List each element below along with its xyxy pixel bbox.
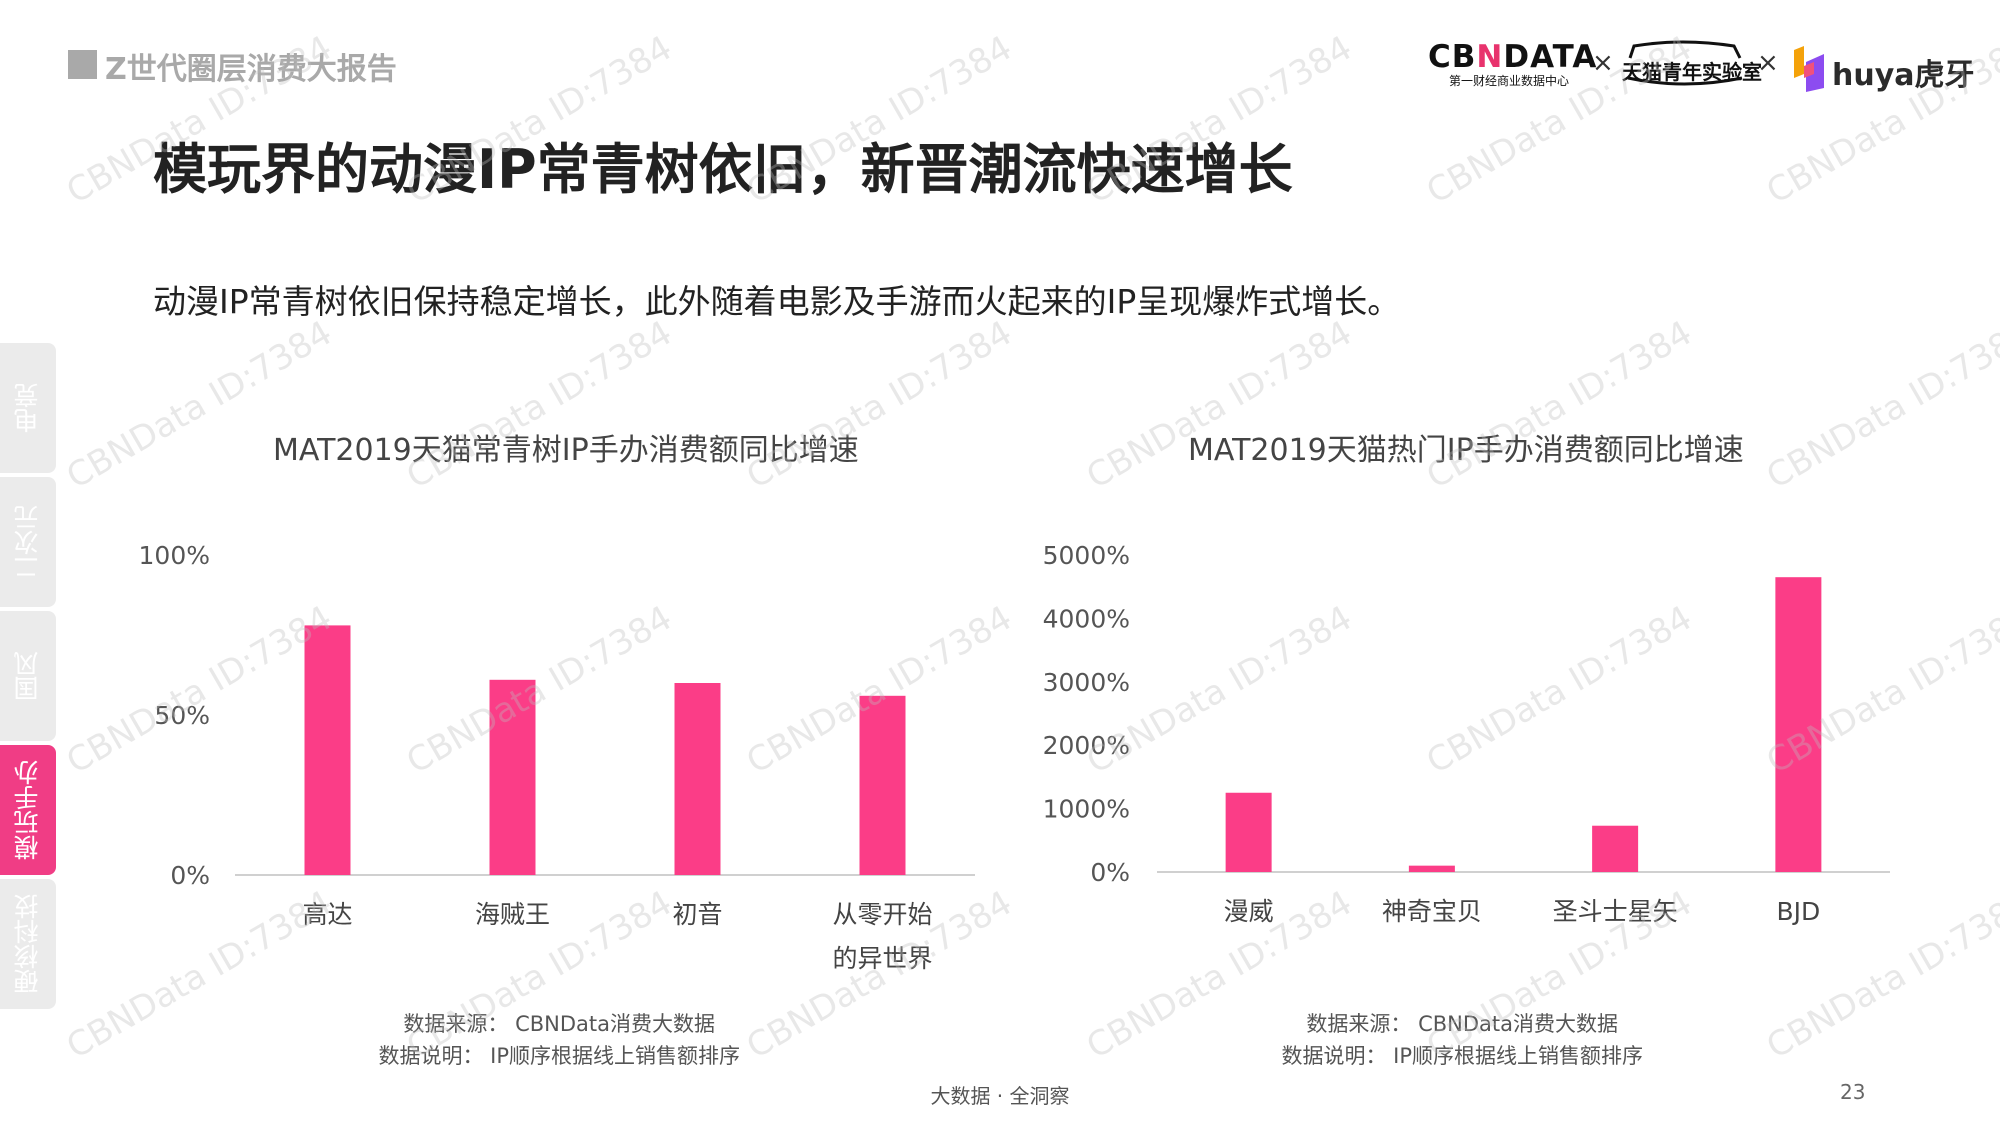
y-tick-label: 50% xyxy=(154,701,210,730)
x-category-label: 神奇宝贝 xyxy=(1382,897,1482,926)
y-tick-label: 2000% xyxy=(1043,731,1130,760)
y-tick-label: 5000% xyxy=(1043,541,1130,570)
x-category-label: 初音 xyxy=(672,900,722,929)
side-tab-guofeng[interactable]: 国风 xyxy=(0,611,56,741)
watermark-text: CBNData ID:7384 xyxy=(1080,313,1359,497)
watermark-text: CBNData ID:7384 xyxy=(1760,313,2000,497)
y-tick-label: 3000% xyxy=(1043,668,1130,697)
tmall-lab-logo: 天猫青年实验室 xyxy=(1622,38,1762,92)
y-tick-label: 0% xyxy=(170,861,210,890)
x-category-label: 海贼王 xyxy=(475,900,550,929)
watermark-text: CBNData ID:7384 xyxy=(740,313,1019,497)
watermark-text: CBNData ID:7384 xyxy=(60,313,339,497)
watermark-text: CBNData ID:7384 xyxy=(400,313,679,497)
huya-mark-icon xyxy=(1794,46,1824,92)
times-icon: × xyxy=(1592,48,1614,78)
bar xyxy=(1775,577,1822,872)
times-icon-2: × xyxy=(1757,48,1779,78)
bar xyxy=(859,695,906,875)
x-category-label: BJD xyxy=(1776,897,1820,926)
x-category-label: 的异世界 xyxy=(832,944,932,973)
side-tab-acg[interactable]: 二次元 xyxy=(0,477,56,607)
bar xyxy=(674,683,721,875)
side-tab-esports[interactable]: 电竞 xyxy=(0,343,56,473)
bar xyxy=(304,625,351,875)
left-note-explain: 数据说明： IP顺序根据线上销售额排序 xyxy=(378,1044,740,1068)
bar xyxy=(1408,865,1455,872)
left-note-source: 数据来源： CBNData消费大数据 xyxy=(403,1012,715,1036)
side-tab-figures[interactable]: 模玩手办 xyxy=(0,745,56,875)
y-tick-label: 100% xyxy=(139,541,210,570)
chart-right-title: MAT2019天猫热门IP手办消费额同比增速 xyxy=(1188,433,1744,468)
header-square xyxy=(68,50,97,79)
chart-left-title: MAT2019天猫常青树IP手办消费额同比增速 xyxy=(273,433,859,468)
x-category-label: 高达 xyxy=(302,900,352,929)
cbndata-logo-sub: 第一财经商业数据中心 xyxy=(1448,74,1569,88)
watermark-text: CBNData ID:7384 xyxy=(1420,313,1699,497)
bar xyxy=(1225,792,1272,872)
cbndata-logo: CBNDATA 第一财经商业数据中心 xyxy=(1428,39,1598,88)
x-category-label: 从零开始 xyxy=(832,900,932,929)
right-note-explain: 数据说明： IP顺序根据线上销售额排序 xyxy=(1281,1044,1643,1068)
bar xyxy=(1592,825,1639,872)
page-title: 模玩界的动漫IP常青树依旧，新晋潮流快速增长 xyxy=(153,138,1293,201)
y-tick-label: 0% xyxy=(1090,858,1130,887)
x-category-label: 圣斗士星矢 xyxy=(1553,897,1678,926)
tmall-cat-outline-icon xyxy=(1627,40,1743,86)
side-tab-hardcore-tech[interactable]: 硬核科技 xyxy=(0,879,56,1009)
y-tick-label: 4000% xyxy=(1043,604,1130,633)
x-category-label: 漫威 xyxy=(1224,897,1274,926)
chart-right: 0% 1000% 2000% 3000% 4000% 5000% 漫威 神奇宝贝 圣斗士星矢 BJ… xyxy=(1043,541,1890,926)
y-tick-label: 1000% xyxy=(1043,795,1130,824)
right-note-source: 数据来源： CBNData消费大数据 xyxy=(1306,1012,1618,1036)
page-subtitle: 动漫IP常青树依旧保持稳定增长，此外随着电影及手游而火起来的IP呈现爆炸式增长。 xyxy=(153,282,1401,321)
page-number: 23 xyxy=(1840,1080,1866,1104)
footer-slogan: 大数据 · 全洞察 xyxy=(930,1084,1070,1108)
bar xyxy=(489,679,536,875)
report-title: Z世代圈层消费大报告 xyxy=(105,52,397,87)
